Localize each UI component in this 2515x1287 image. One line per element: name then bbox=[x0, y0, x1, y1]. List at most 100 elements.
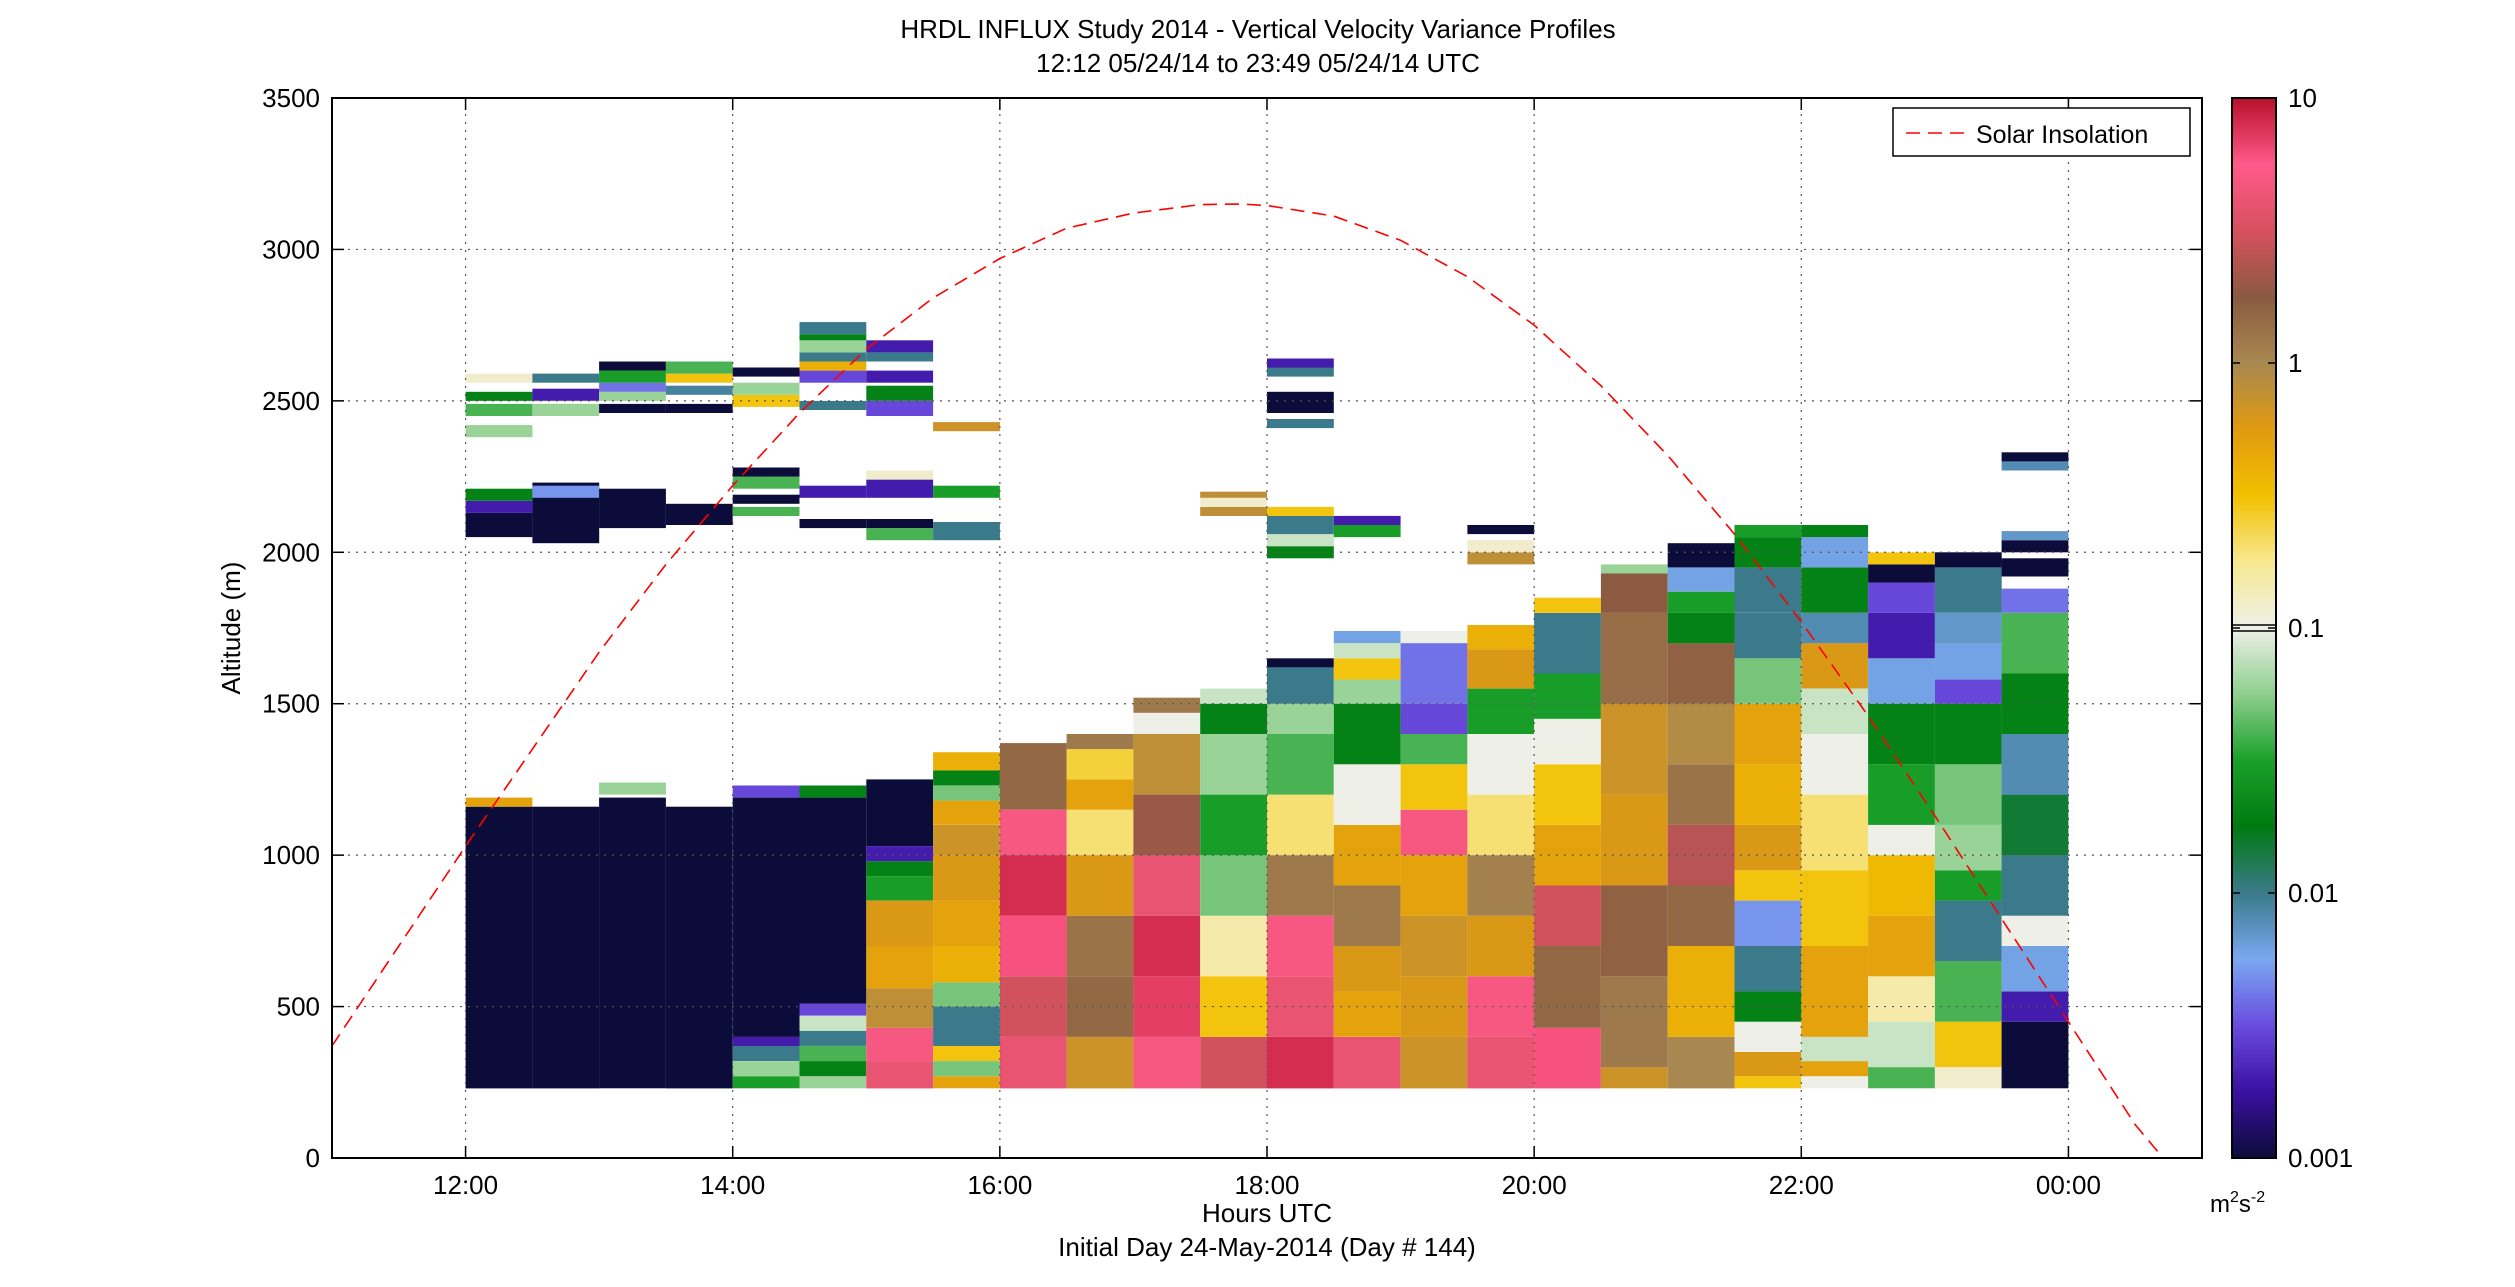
heatmap-cell bbox=[732, 382, 800, 395]
heatmap-cell bbox=[1734, 658, 1802, 704]
heatmap-cell bbox=[1534, 764, 1601, 825]
heatmap-cell bbox=[1333, 824, 1401, 886]
heatmap-cell bbox=[1600, 573, 1668, 613]
heatmap-cell bbox=[1600, 885, 1668, 977]
heatmap-cell bbox=[2001, 915, 2069, 946]
heatmap-cell bbox=[1400, 764, 1468, 810]
y-tick-label: 2500 bbox=[262, 386, 320, 416]
heatmap-cell bbox=[1801, 1076, 1869, 1089]
heatmap-cell bbox=[665, 806, 733, 1089]
heatmap-cell bbox=[866, 1061, 934, 1089]
heatmap-cell bbox=[1267, 734, 1334, 795]
chart-footer: Initial Day 24-May-2014 (Day # 144) bbox=[1058, 1232, 1476, 1262]
heatmap-cell bbox=[732, 467, 800, 477]
x-tick-label: 20:00 bbox=[1502, 1170, 1567, 1200]
heatmap-cell bbox=[1667, 1036, 1735, 1089]
heatmap-cell bbox=[1267, 534, 1334, 547]
colorbar-marker bbox=[2232, 624, 2276, 632]
heatmap-cell bbox=[732, 506, 800, 516]
y-tick-label: 1500 bbox=[262, 689, 320, 719]
heatmap-cell bbox=[1066, 734, 1134, 750]
heatmap-cell bbox=[1400, 976, 1468, 1037]
heatmap-cell bbox=[1801, 794, 1869, 871]
heatmap-cell bbox=[1333, 885, 1401, 946]
y-axis: 0 500 1000 1500 2000 2500 3000 3500 bbox=[262, 83, 2202, 1173]
heatmap-cell bbox=[599, 488, 666, 529]
heatmap-cell bbox=[1934, 1067, 2002, 1089]
heatmap-cell bbox=[1200, 1036, 1267, 1089]
heatmap-cell bbox=[799, 785, 867, 798]
heatmap-cell bbox=[465, 806, 533, 1089]
heatmap-cell bbox=[1066, 855, 1134, 916]
heatmap-cell bbox=[1934, 870, 2002, 901]
heatmap-cell bbox=[1868, 1021, 1935, 1068]
colorbar-tick-label: 0.001 bbox=[2288, 1143, 2353, 1173]
heatmap-cell bbox=[2001, 452, 2069, 462]
heatmap-cell bbox=[1801, 1061, 1869, 1077]
heatmap-cell bbox=[799, 1030, 867, 1046]
heatmap-cell bbox=[933, 485, 1000, 498]
heatmap-cell bbox=[1333, 643, 1401, 659]
x-tick-label: 22:00 bbox=[1769, 1170, 1834, 1200]
heatmap-cell bbox=[1333, 946, 1401, 992]
heatmap-cell bbox=[1400, 631, 1468, 644]
heatmap-cell bbox=[1801, 612, 1869, 644]
heatmap-cell bbox=[599, 361, 666, 371]
heatmap-cell bbox=[665, 385, 733, 395]
heatmap-cell bbox=[1801, 870, 1869, 946]
heatmap-cell bbox=[1534, 946, 1601, 1028]
heatmap-cell bbox=[1868, 1067, 1935, 1089]
colorbar-unit-sup1: 2 bbox=[2230, 1189, 2239, 1206]
heatmap-cell bbox=[1333, 515, 1401, 525]
heatmap-cell bbox=[1868, 552, 1935, 565]
heatmap-cell bbox=[2001, 673, 2069, 734]
heatmap-cell bbox=[532, 485, 600, 498]
heatmap-cell bbox=[799, 1061, 867, 1077]
heatmap-cell bbox=[1934, 567, 2002, 613]
heatmap-cell bbox=[1333, 764, 1401, 825]
heatmap-cell bbox=[1868, 582, 1935, 613]
heatmap-cell bbox=[1066, 779, 1134, 810]
heatmap-cell bbox=[2001, 734, 2069, 795]
heatmap-cell bbox=[1801, 643, 1869, 689]
heatmap-cell bbox=[799, 334, 867, 341]
heatmap-cell bbox=[1868, 764, 1935, 825]
grid-lines bbox=[332, 97, 2202, 1159]
heatmap-cell bbox=[2001, 461, 2069, 471]
heatmap-cell bbox=[1934, 552, 2002, 568]
heatmap-cell bbox=[933, 1045, 1000, 1061]
colorbar-tick-label: 1 bbox=[2288, 348, 2302, 378]
heatmap-cell bbox=[599, 391, 666, 401]
heatmap-cell bbox=[1267, 1036, 1334, 1089]
heatmap-cell bbox=[532, 403, 600, 416]
heatmap-cell bbox=[933, 855, 1000, 901]
heatmap-cell bbox=[2001, 855, 2069, 916]
heatmap-cell bbox=[799, 1045, 867, 1061]
heatmap-cell bbox=[866, 352, 934, 362]
heatmap-cell bbox=[1333, 631, 1401, 644]
heatmap-cell bbox=[1267, 855, 1334, 916]
heatmap-cell bbox=[1868, 855, 1935, 916]
heatmap-cell bbox=[1667, 764, 1735, 825]
heatmap-cell bbox=[1534, 718, 1601, 765]
heatmap-cell bbox=[799, 370, 867, 383]
heatmap-cell bbox=[1066, 809, 1134, 856]
heatmap-cell bbox=[1734, 870, 1802, 901]
heatmap-cell bbox=[866, 528, 934, 541]
heatmap-cell bbox=[866, 988, 934, 1028]
heatmap-cell bbox=[599, 382, 666, 392]
heatmap-cell bbox=[1333, 525, 1401, 538]
heatmap-cell bbox=[2001, 1021, 2069, 1089]
heatmap-cell bbox=[1066, 915, 1134, 977]
heatmap-cell bbox=[1534, 824, 1601, 886]
heatmap-cell bbox=[933, 800, 1000, 825]
heatmap-cell bbox=[1133, 697, 1201, 713]
heatmap-cell bbox=[799, 400, 867, 410]
heatmap-cell bbox=[1200, 734, 1267, 795]
heatmap-cell bbox=[1934, 900, 2002, 962]
x-axis: 12:00 14:00 16:00 18:00 20:00 22:00 00:00 bbox=[433, 98, 2101, 1200]
heatmap-cell bbox=[866, 861, 934, 877]
heatmap-cell bbox=[1400, 1036, 1468, 1089]
heatmap-cell bbox=[1534, 885, 1601, 946]
heatmap-cell bbox=[2001, 612, 2069, 674]
